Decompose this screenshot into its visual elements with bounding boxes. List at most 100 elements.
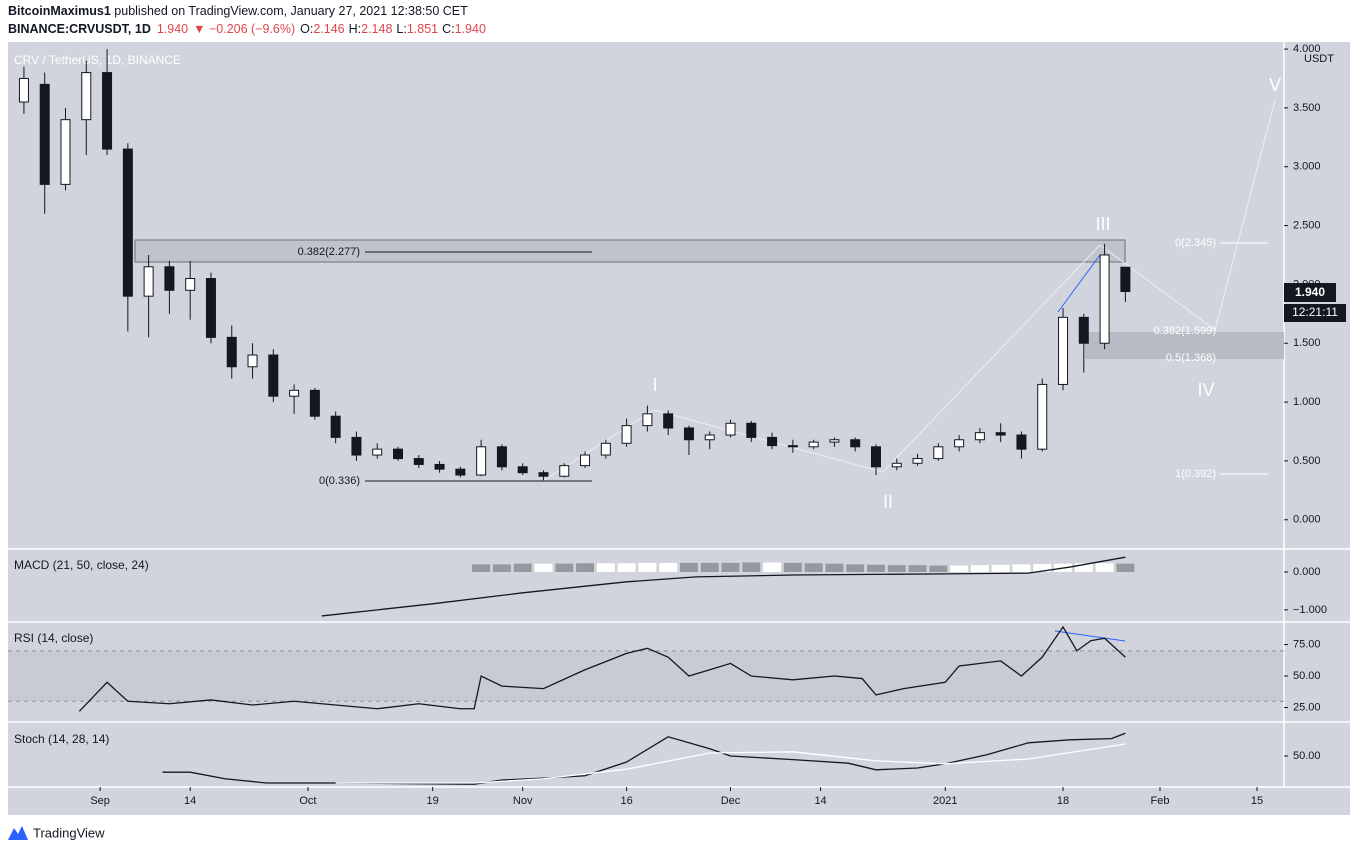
y-tick-label: 50.00 bbox=[1293, 670, 1321, 682]
x-tick-label: 2021 bbox=[933, 795, 957, 807]
macd-histogram-bar bbox=[825, 563, 844, 572]
candle-body bbox=[600, 442, 611, 456]
macd-histogram-bar bbox=[783, 562, 802, 572]
y-tick-label: 0.500 bbox=[1293, 455, 1321, 467]
macd-histogram-bar bbox=[846, 564, 865, 572]
macd-histogram-bar bbox=[679, 562, 698, 572]
price-tag bbox=[1284, 283, 1336, 302]
wave-label: III bbox=[1095, 214, 1110, 234]
fib-label: 0(2.345) bbox=[1175, 237, 1216, 249]
y-tick-label: 2.000 bbox=[1293, 278, 1321, 290]
logo-icon bbox=[8, 826, 28, 840]
last: 1.940 bbox=[157, 22, 188, 36]
candle-body bbox=[496, 446, 507, 468]
candle-body bbox=[787, 445, 798, 448]
separators bbox=[8, 42, 1350, 788]
o-label: O: bbox=[300, 22, 313, 36]
y-tick-label: 1.500 bbox=[1293, 337, 1321, 349]
candle-body bbox=[663, 413, 674, 429]
candle-body bbox=[517, 466, 528, 474]
macd-histogram-bar bbox=[1074, 563, 1093, 572]
macd-histogram-bar bbox=[513, 563, 532, 572]
candle-body bbox=[205, 278, 216, 338]
macd-histogram-bar bbox=[700, 562, 719, 572]
trend-line bbox=[1057, 254, 1101, 313]
y-tick-label: 0.000 bbox=[1293, 514, 1321, 526]
h-value: 2.148 bbox=[361, 22, 392, 36]
candle-body bbox=[102, 72, 113, 150]
candle-body bbox=[330, 415, 341, 438]
macd-histogram-bar bbox=[555, 563, 574, 572]
rsi-band-fill bbox=[8, 651, 1284, 701]
candle-body bbox=[81, 72, 92, 121]
x-tick-label: Dec bbox=[721, 795, 741, 807]
macd-histogram-bar bbox=[950, 565, 969, 572]
fib-label: 0.5(1.368) bbox=[1166, 352, 1216, 364]
candle-body bbox=[808, 441, 819, 448]
candle-body bbox=[621, 425, 632, 444]
candle-body bbox=[538, 472, 549, 477]
fib-label: 0.382(2.277) bbox=[298, 246, 360, 258]
macd-histogram-bar bbox=[659, 562, 678, 572]
macd-histogram-bar bbox=[887, 565, 906, 572]
candle-body bbox=[891, 462, 902, 468]
resistance-box bbox=[134, 239, 1126, 263]
y-tick-label: 25.00 bbox=[1293, 701, 1321, 713]
c-value: 1.940 bbox=[455, 22, 486, 36]
indicator-line bbox=[335, 743, 1126, 784]
candle-body bbox=[704, 434, 715, 441]
candle-body bbox=[476, 446, 487, 476]
c-label: C: bbox=[442, 22, 455, 36]
macd-histogram-bar bbox=[970, 565, 989, 572]
symbol: BINANCE:CRVUSDT, 1D bbox=[8, 22, 151, 36]
wave-label: V bbox=[1269, 75, 1281, 95]
candle-body bbox=[725, 422, 736, 436]
header-line-2: BINANCE:CRVUSDT, 1D 1.940 ▼ −0.206 (−9.6%)… bbox=[8, 22, 486, 36]
candle-body bbox=[642, 413, 653, 427]
candle-body bbox=[226, 336, 237, 368]
x-tick-label: 14 bbox=[184, 795, 196, 807]
x-tick-label: Sep bbox=[90, 795, 110, 807]
indicator-line bbox=[78, 625, 1126, 712]
wave-label: II bbox=[883, 492, 893, 512]
macd-histogram-bar bbox=[991, 564, 1010, 572]
candle-body bbox=[393, 448, 404, 460]
user: BitcoinMaximus1 bbox=[8, 4, 111, 18]
candle-body bbox=[683, 427, 694, 441]
candle-body bbox=[1120, 266, 1131, 292]
macd-histogram-bar bbox=[804, 563, 823, 572]
y-tick-label: 4.000 bbox=[1293, 43, 1321, 55]
y-tick-label: 75.00 bbox=[1293, 638, 1321, 650]
candle-body bbox=[143, 266, 154, 297]
macd-histogram-bar bbox=[617, 563, 636, 572]
candle-body bbox=[268, 354, 279, 397]
candle-body bbox=[954, 439, 965, 448]
x-tick-label: Oct bbox=[299, 795, 316, 807]
candle-body bbox=[455, 468, 466, 476]
candle-body bbox=[829, 439, 840, 443]
countdown-tag bbox=[1284, 304, 1346, 322]
published: published on TradingView.com, January 27… bbox=[111, 4, 468, 18]
macd-histogram-bar bbox=[492, 564, 511, 572]
x-tick-label: 18 bbox=[1057, 795, 1069, 807]
candle-body bbox=[413, 458, 424, 465]
candle-body bbox=[559, 465, 570, 477]
y-tick-label: 50.00 bbox=[1293, 750, 1321, 762]
candle-body bbox=[289, 389, 300, 397]
candle-body bbox=[60, 119, 71, 185]
stoch-title: Stoch (14, 28, 14) bbox=[14, 732, 109, 746]
candle-body bbox=[1099, 254, 1110, 344]
footer-text: TradingView bbox=[33, 825, 105, 840]
candle-body bbox=[767, 436, 778, 447]
y-tick-label: 2.500 bbox=[1293, 219, 1321, 231]
wave-path bbox=[542, 99, 1276, 482]
countdown-text: 12:21:11 bbox=[1292, 305, 1338, 319]
currency: USDT bbox=[1304, 53, 1334, 65]
candle-body bbox=[309, 389, 320, 417]
candle-body bbox=[351, 436, 362, 456]
macd-histogram-bar bbox=[742, 562, 761, 572]
candle-body bbox=[974, 432, 985, 441]
wave-label: IV bbox=[1197, 380, 1214, 400]
main-legend: CRV / TetherUS, 1D, BINANCE bbox=[14, 53, 181, 67]
